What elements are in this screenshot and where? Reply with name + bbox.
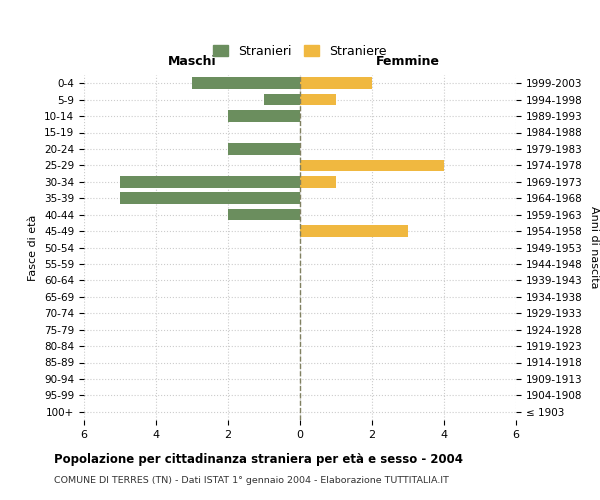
Bar: [120, 176, 300, 188]
Bar: [120, 192, 300, 204]
Bar: [228, 143, 300, 154]
Y-axis label: Fasce di età: Fasce di età: [28, 214, 38, 280]
Bar: [300, 160, 444, 171]
Y-axis label: Anni di nascita: Anni di nascita: [589, 206, 599, 289]
Bar: [228, 110, 300, 122]
Bar: [192, 78, 300, 89]
Bar: [264, 94, 300, 106]
Text: Maschi: Maschi: [167, 55, 217, 68]
Bar: [228, 209, 300, 220]
Bar: [300, 226, 408, 237]
Bar: [300, 176, 336, 188]
Bar: [300, 94, 336, 106]
Text: Popolazione per cittadinanza straniera per età e sesso - 2004: Popolazione per cittadinanza straniera p…: [54, 452, 463, 466]
Text: COMUNE DI TERRES (TN) - Dati ISTAT 1° gennaio 2004 - Elaborazione TUTTITALIA.IT: COMUNE DI TERRES (TN) - Dati ISTAT 1° ge…: [54, 476, 449, 485]
Legend: Stranieri, Straniere: Stranieri, Straniere: [208, 40, 392, 63]
Bar: [300, 78, 372, 89]
Text: Femmine: Femmine: [376, 55, 440, 68]
